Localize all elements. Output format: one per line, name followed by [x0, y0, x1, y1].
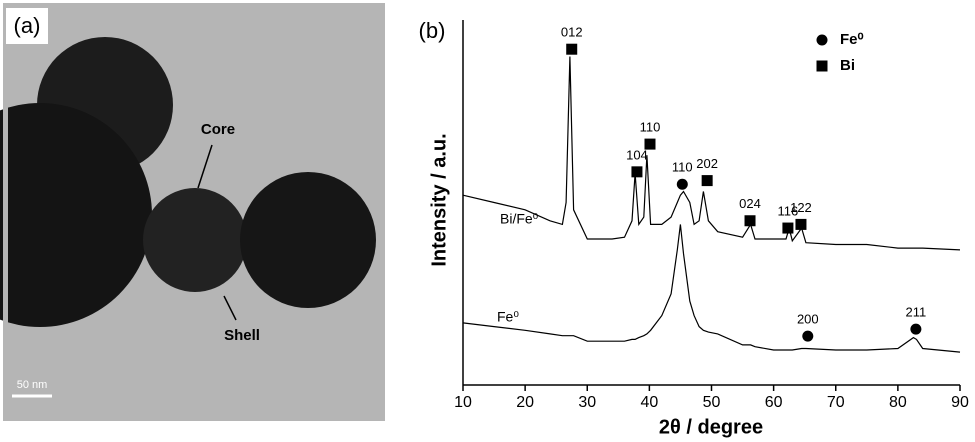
annotation: Core	[201, 121, 235, 138]
marker	[782, 222, 794, 234]
marker	[910, 323, 922, 335]
tem-image: (a) Core Shell 50 nm	[0, 3, 385, 421]
particle	[143, 188, 247, 292]
peak-label: 012	[561, 25, 583, 40]
peak-label: 200	[797, 312, 819, 327]
line	[462, 56, 961, 251]
x-axis-label: 2θ / degree	[659, 416, 763, 438]
marker	[744, 215, 756, 227]
x-tick-label: 80	[889, 394, 907, 411]
annotation: Shell	[224, 327, 260, 344]
legend-label: Bi	[840, 57, 855, 74]
x-tick-label: 10	[454, 394, 472, 411]
marker	[676, 178, 688, 190]
marker	[566, 43, 578, 55]
x-tick-label: 60	[765, 394, 783, 411]
y-axis-label: Intensity / a.u.	[428, 133, 450, 266]
marker	[701, 175, 713, 187]
marker	[816, 60, 828, 72]
x-tick-label: 70	[827, 394, 845, 411]
series-label: Fe⁰	[497, 309, 519, 325]
x-tick-label: 50	[703, 394, 721, 411]
arrow	[223, 295, 237, 321]
peak-label: 104	[626, 147, 648, 162]
legend-label: Fe⁰	[840, 31, 864, 48]
peak-label: 110	[640, 120, 661, 135]
arrow	[197, 144, 213, 189]
x-tick-label: 90	[951, 394, 969, 411]
marker	[802, 330, 814, 342]
peak-label: 110	[672, 160, 693, 175]
marker	[795, 218, 807, 230]
series-label: Bi/Fe⁰	[500, 211, 539, 227]
marker	[816, 34, 828, 46]
scale-bar-label: 50 nm	[17, 379, 48, 391]
particle	[240, 172, 376, 308]
marker	[644, 138, 656, 150]
x-tick-label: 30	[578, 394, 596, 411]
image-edge	[3, 3, 8, 421]
peak-label: 211	[906, 305, 927, 320]
x-tick-label: 20	[516, 394, 534, 411]
x-tick-label: 40	[640, 394, 658, 411]
label-box	[6, 8, 48, 44]
peak-label: 202	[696, 156, 718, 171]
particle	[0, 103, 152, 327]
peak-label: 024	[739, 196, 761, 211]
peak-label: 122	[790, 200, 812, 215]
panel-label: (a)	[14, 13, 41, 38]
peak-label: 116	[778, 203, 799, 218]
line	[462, 224, 961, 353]
panel-label: (b)	[419, 18, 446, 43]
marker	[631, 166, 643, 178]
